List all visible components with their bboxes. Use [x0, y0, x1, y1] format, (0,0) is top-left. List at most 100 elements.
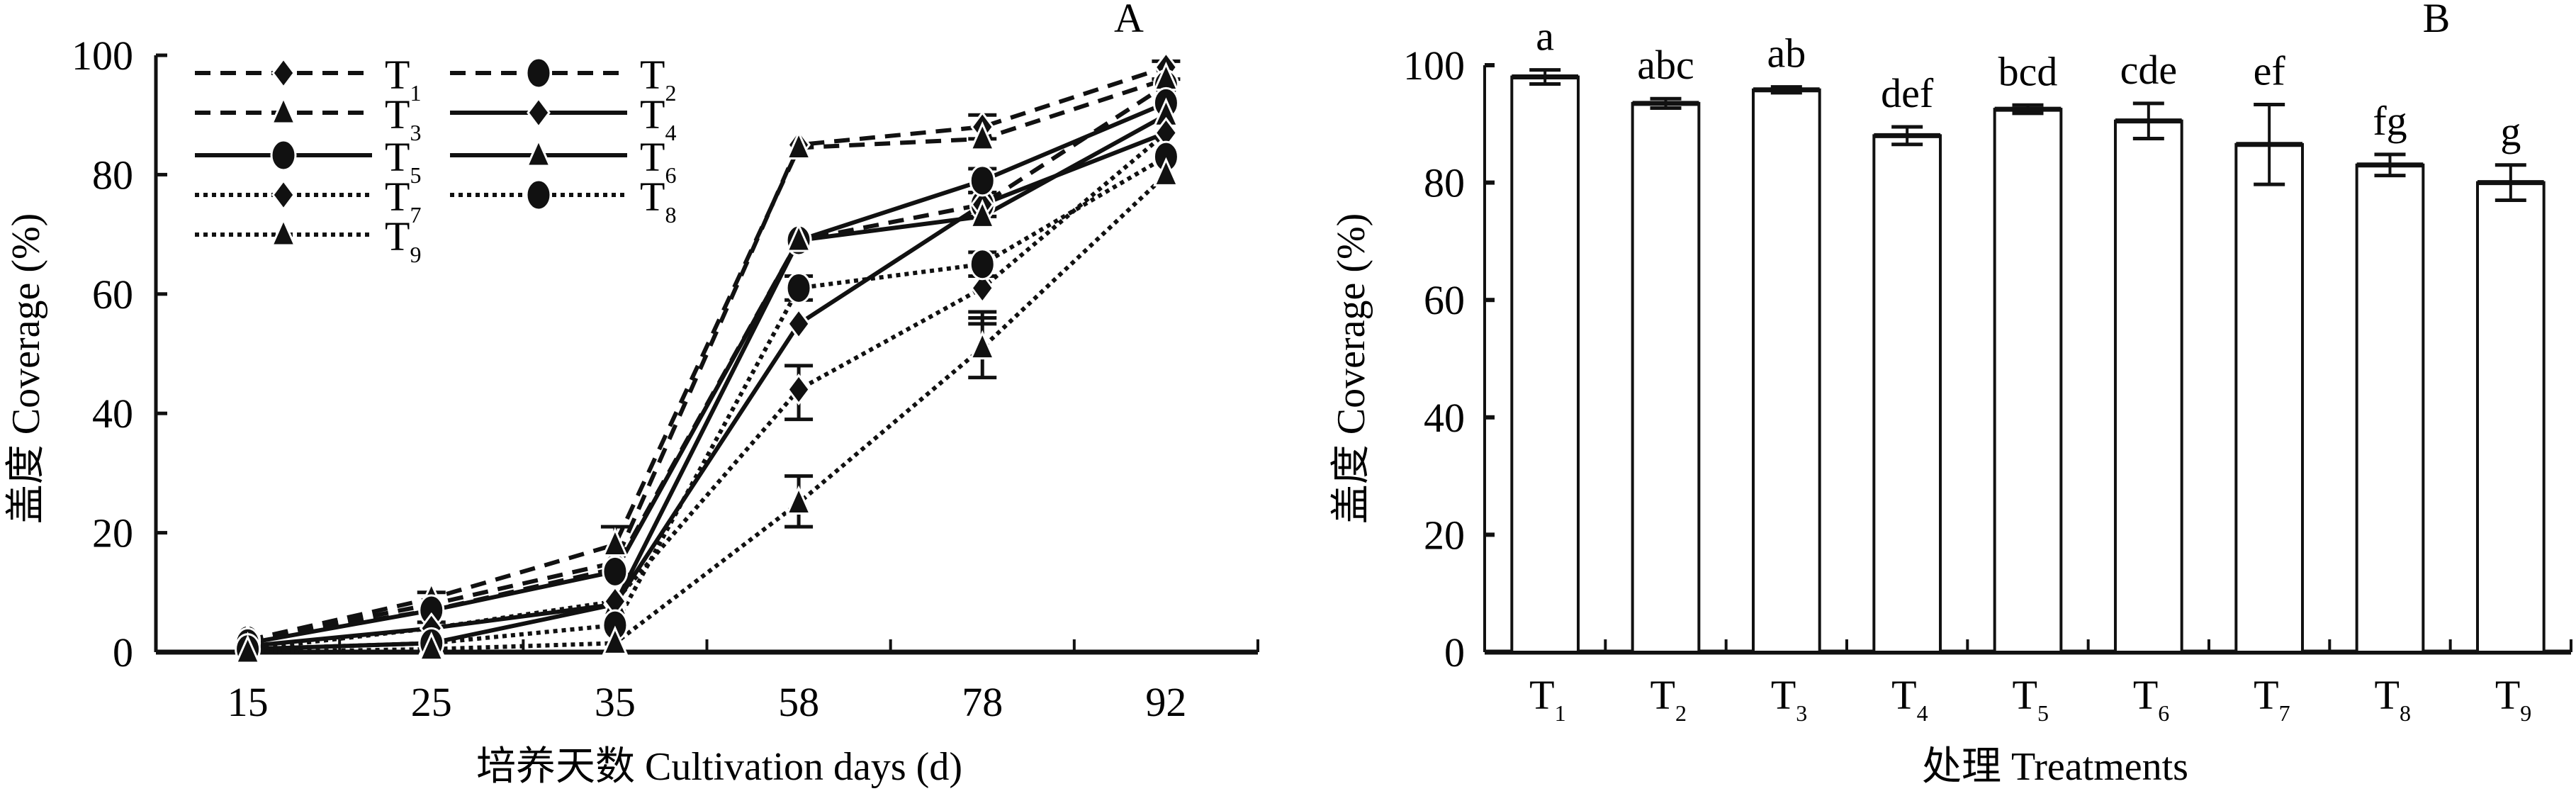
significance-label: a [1536, 13, 1554, 60]
significance-label: g [2500, 108, 2521, 155]
legend-label: T8 [640, 174, 676, 228]
legend-marker [525, 57, 552, 89]
panel-a-x-axis-title: 培养天数 Cultivation days (d) [476, 745, 962, 789]
panel-b-label: B [2423, 0, 2451, 41]
legend-item-t5: T5 [195, 134, 421, 188]
significance-label: ef [2254, 47, 2286, 94]
legend-marker [270, 139, 297, 172]
y-tick-label: 60 [92, 271, 133, 318]
significance-label: cde [2120, 47, 2178, 93]
x-tick-label: 92 [1145, 679, 1186, 725]
x-tick-label: 25 [411, 679, 452, 725]
y-tick-label: 0 [113, 629, 133, 676]
legend-item-t2: T2 [450, 52, 676, 106]
panel-b-bar-chart: 0 20 40 60 80 100 a T1 abc T2 ab T3 def T4 bcd T5 cde T6 e… [1403, 13, 2572, 726]
series-line-t5 [247, 101, 1167, 646]
bar-t5 [1993, 108, 2063, 654]
y-tick-label: 80 [92, 152, 133, 198]
bar-t7 [2234, 142, 2305, 654]
legend-item-t3: T3 [195, 91, 421, 145]
legend-item-t7: T7 [195, 174, 421, 228]
data-point-t9 [785, 485, 812, 515]
legend-marker [525, 179, 552, 211]
data-point-t5 [602, 555, 629, 588]
x-tick-label: T5 [2013, 672, 2049, 726]
x-tick-label: 35 [595, 679, 636, 725]
data-point-t9 [235, 634, 261, 664]
panel-a-line-chart: 15 25 35 58 78 92 0 20 40 60 80 100 T1 T2 T3 T4 T5 T6 T7 T8… [72, 33, 1259, 725]
x-tick-label: T3 [1771, 672, 1807, 726]
legend-item-t6: T6 [450, 134, 676, 188]
y-tick-label: 80 [1424, 160, 1465, 206]
data-point-t6 [785, 223, 812, 252]
x-tick-label: T7 [2254, 672, 2290, 726]
legend-label: T6 [640, 134, 676, 188]
legend-marker [271, 179, 296, 211]
data-point-t9 [969, 330, 996, 360]
data-point-t6 [969, 198, 996, 228]
legend-label: T1 [385, 52, 421, 106]
legend-label: T3 [385, 91, 421, 145]
x-tick-label: 58 [778, 679, 819, 725]
significance-label: bcd [1998, 48, 2058, 94]
x-tick-label: 15 [227, 679, 269, 725]
x-tick-label: T2 [1650, 672, 1687, 726]
data-point-t8 [969, 248, 996, 281]
series-line-t7 [247, 131, 1168, 651]
significance-label: ab [1767, 30, 1806, 77]
y-tick-label: 60 [1424, 277, 1465, 323]
y-tick-label: 40 [1424, 395, 1465, 441]
legend-marker [270, 217, 297, 247]
panel-a-label: A [1114, 0, 1144, 41]
x-tick-label: T8 [2375, 672, 2411, 726]
significance-label: fg [2373, 98, 2407, 144]
data-point-t8 [785, 271, 812, 304]
bar-t9 [2475, 181, 2546, 654]
data-point-t3 [969, 121, 996, 151]
panel-a-y-axis-title: 盖度 Coverage (%) [4, 213, 48, 525]
series-line-t9 [247, 173, 1168, 654]
series-line-t8 [247, 155, 1167, 651]
y-tick-label: 20 [92, 510, 133, 556]
data-point-t3 [602, 527, 629, 556]
legend-label: T4 [640, 91, 676, 145]
series-line-t1 [247, 65, 1167, 643]
legend-marker [270, 95, 297, 125]
x-tick-label: T4 [1891, 672, 1928, 726]
x-tick-label: T6 [2133, 672, 2169, 726]
data-point-t5 [969, 164, 996, 197]
data-point-t7 [787, 374, 811, 406]
series-line-t3 [247, 77, 1167, 643]
bar-t6 [2113, 119, 2183, 654]
y-tick-label: 100 [1403, 43, 1465, 89]
x-tick-label: T1 [1529, 672, 1565, 726]
data-point-t7 [970, 271, 995, 304]
legend-item-t1: T1 [195, 52, 421, 106]
significance-label: abc [1637, 42, 1694, 88]
y-tick-label: 40 [92, 391, 133, 437]
bar-t4 [1872, 134, 1942, 654]
bar-t3 [1751, 88, 1821, 654]
legend-item-t4: T4 [450, 91, 676, 145]
y-tick-label: 20 [1424, 512, 1465, 558]
data-point-t9 [602, 625, 629, 655]
x-tick-label: T9 [2495, 672, 2531, 726]
x-tick-label: 78 [962, 679, 1003, 725]
legend-marker [527, 96, 551, 129]
legend-item-t8: T8 [450, 174, 676, 228]
data-point-t3 [785, 130, 812, 160]
data-point-t9 [418, 632, 445, 661]
legend-label: T9 [385, 213, 421, 267]
legend-label: T2 [640, 52, 676, 106]
legend-label: T7 [385, 174, 421, 228]
bar-t2 [1631, 101, 1701, 654]
legend-item-t9: T9 [195, 213, 421, 267]
significance-label: def [1881, 70, 1934, 116]
bar-t1 [1510, 75, 1580, 654]
bar-t8 [2355, 163, 2425, 654]
panel-b-y-axis-title: 盖度 Coverage (%) [1329, 213, 1373, 525]
legend-marker [525, 138, 552, 167]
legend-marker [271, 57, 296, 89]
data-point-t9 [1153, 157, 1179, 186]
